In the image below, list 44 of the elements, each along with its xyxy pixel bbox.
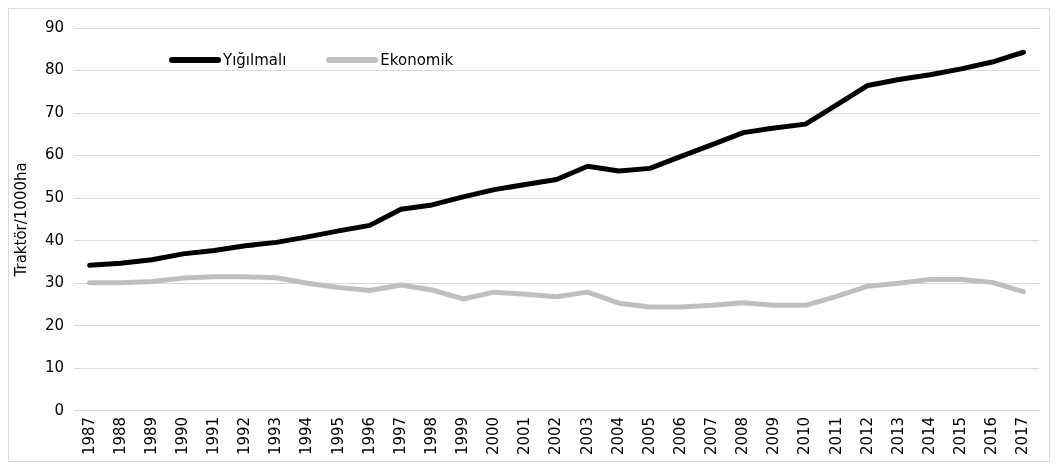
legend-label: Ekonomik [380, 51, 454, 69]
x-tick-label: 2017 [1013, 416, 1032, 456]
x-tick-label: 2016 [982, 416, 1001, 456]
x-tick-label: 1997 [390, 416, 409, 456]
y-tick-label: 30 [44, 273, 65, 292]
x-tick-label: 1999 [453, 416, 472, 456]
x-tick-label: 2009 [764, 416, 783, 456]
x-tick-label: 2012 [857, 416, 876, 456]
x-tick-label: 2010 [795, 416, 814, 456]
x-tick-label: 2002 [546, 416, 565, 456]
x-tick-label: 1994 [297, 416, 316, 456]
y-tick-label: 0 [54, 400, 65, 419]
y-tick-label: 60 [44, 145, 65, 164]
x-tick-label: 1996 [359, 416, 378, 456]
y-tick-label: 90 [44, 17, 65, 36]
legend-label: Yığılmalı [223, 51, 287, 69]
y-tick-label: 40 [44, 230, 65, 249]
y-tick-label: 10 [44, 358, 65, 377]
x-tick-label: 2013 [888, 416, 907, 456]
y-tick-label: 80 [44, 60, 65, 79]
x-tick-label: 1992 [235, 416, 254, 456]
y-tick-label: 70 [44, 102, 65, 121]
y-axis-title: Traktör/1000ha [11, 162, 30, 278]
x-tick-label: 1993 [266, 416, 285, 456]
x-tick-label: 2006 [670, 416, 689, 456]
y-tick-label: 20 [44, 315, 65, 334]
x-tick-label: 1998 [421, 416, 440, 456]
x-tick-label: 1990 [172, 416, 191, 456]
x-tick-label: 1987 [79, 416, 98, 456]
x-tick-label: 2011 [826, 416, 845, 456]
x-tick-label: 1991 [204, 416, 223, 456]
x-tick-label: 2007 [702, 416, 721, 456]
x-tick-label: 2004 [608, 416, 627, 456]
x-tick-label: 2000 [484, 416, 503, 456]
y-tick-label: 50 [44, 188, 65, 207]
x-tick-label: 2015 [951, 416, 970, 456]
x-tick-label: 2008 [733, 416, 752, 456]
x-tick-label: 2014 [919, 416, 938, 456]
x-tick-label: 2001 [515, 416, 534, 456]
x-tick-label: 2003 [577, 416, 596, 456]
x-tick-label: 2005 [639, 416, 658, 456]
x-tick-label: 1989 [141, 416, 160, 456]
x-tick-label: 1995 [328, 416, 347, 456]
x-tick-label: 1988 [110, 416, 129, 456]
